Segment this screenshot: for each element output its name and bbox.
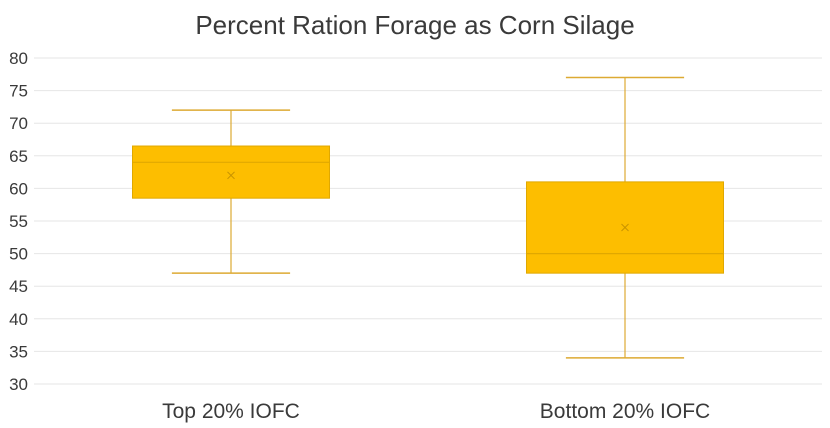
y-tick-label: 35 xyxy=(9,342,28,361)
y-tick-label: 55 xyxy=(9,212,28,231)
x-tick-label: Bottom 20% IOFC xyxy=(540,400,710,423)
y-tick-label: 45 xyxy=(9,277,28,296)
y-axis-ticks: 30 35 40 45 50 55 60 65 70 75 80 xyxy=(9,49,28,394)
x-axis-ticks: Top 20% IOFC Bottom 20% IOFC xyxy=(162,400,710,423)
y-tick-label: 60 xyxy=(9,179,28,198)
y-tick-label: 40 xyxy=(9,310,28,329)
iqr-box xyxy=(132,145,330,199)
box-plots xyxy=(132,76,724,359)
x-tick-label: Top 20% IOFC xyxy=(162,400,300,423)
y-tick-label: 80 xyxy=(9,49,28,68)
y-tick-label: 70 xyxy=(9,114,28,133)
box-bottom-20 xyxy=(526,76,724,359)
y-tick-label: 50 xyxy=(9,245,28,264)
y-tick-label: 30 xyxy=(9,375,28,394)
mean-marker xyxy=(621,223,629,232)
box-top-20 xyxy=(132,109,330,274)
y-tick-label: 75 xyxy=(9,82,28,101)
y-tick-label: 65 xyxy=(9,147,28,166)
mean-marker xyxy=(227,171,235,180)
chart-title: Percent Ration Forage as Corn Silage xyxy=(195,10,634,40)
